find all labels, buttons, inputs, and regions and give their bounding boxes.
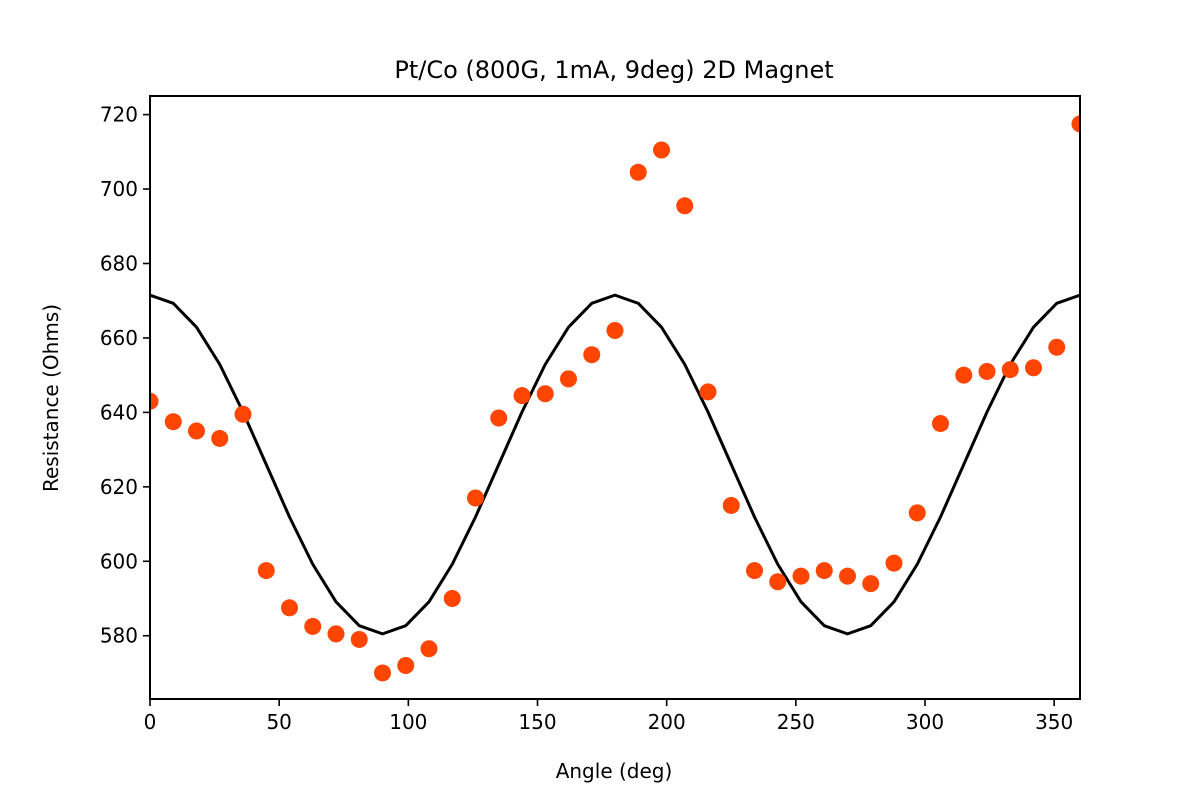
y-axis-label: Resistance (Ohms) xyxy=(39,304,63,492)
y-axis-ticks: 580 600 620 640 660 680 700 720 xyxy=(100,103,150,648)
chart-title: Pt/Co (800G, 1mA, 9deg) 2D Magnet xyxy=(394,56,833,84)
data-point xyxy=(606,322,624,339)
data-point xyxy=(513,387,531,405)
x-tick-label: 350 xyxy=(1035,710,1073,734)
data-point xyxy=(885,554,903,572)
y-tick-label: 640 xyxy=(100,400,138,424)
y-tick-label: 680 xyxy=(100,252,138,276)
x-tick-label: 100 xyxy=(389,710,427,734)
x-tick-label: 300 xyxy=(906,710,944,734)
data-point xyxy=(188,422,205,440)
y-tick-label: 580 xyxy=(100,624,138,648)
data-point xyxy=(467,489,484,507)
data-point xyxy=(211,429,229,447)
fit-line xyxy=(150,293,1080,636)
data-point xyxy=(281,599,298,617)
data-point xyxy=(769,573,787,591)
axes-frame xyxy=(149,95,1081,700)
y-tick-label: 600 xyxy=(100,549,138,573)
data-point xyxy=(374,664,391,682)
data-point xyxy=(839,567,856,585)
data-point xyxy=(1071,115,1080,133)
data-point xyxy=(327,625,345,643)
data-point xyxy=(350,630,368,648)
data-point xyxy=(629,163,647,181)
plot-area xyxy=(149,95,1081,700)
x-axis-label: Angle (deg) xyxy=(556,759,673,783)
x-tick-label: 250 xyxy=(777,710,815,734)
data-point xyxy=(443,590,461,607)
data-point xyxy=(932,415,949,433)
data-point xyxy=(1025,359,1042,377)
data-point xyxy=(257,562,275,580)
data-point xyxy=(583,346,601,364)
y-tick-label: 620 xyxy=(100,475,138,499)
data-point xyxy=(955,366,973,384)
x-tick-label: 150 xyxy=(518,710,556,734)
x-tick-label: 50 xyxy=(266,710,291,734)
data-point xyxy=(699,383,717,401)
series-layer xyxy=(150,115,1080,682)
x-tick-label: 200 xyxy=(648,710,686,734)
data-point xyxy=(536,385,554,403)
data-point xyxy=(676,197,694,215)
data-point xyxy=(420,640,438,658)
data-point xyxy=(722,496,740,514)
data-point xyxy=(304,617,322,635)
data-point xyxy=(978,362,996,380)
y-tick-label: 700 xyxy=(100,177,138,201)
data-point xyxy=(164,413,182,431)
data-point xyxy=(792,567,810,585)
y-tick-label: 660 xyxy=(100,326,138,350)
y-tick-label: 720 xyxy=(100,103,138,127)
data-point xyxy=(397,657,415,674)
data-point xyxy=(1048,338,1066,356)
data-point xyxy=(746,562,763,580)
data-point xyxy=(234,405,252,423)
data-point xyxy=(862,575,880,593)
x-tick-label: 0 xyxy=(144,710,157,734)
data-point xyxy=(490,409,508,427)
data-point xyxy=(1001,361,1019,379)
data-point xyxy=(150,392,159,410)
x-axis-ticks: 0 50 100 150 200 250 300 350 xyxy=(144,699,1073,734)
data-point xyxy=(653,141,670,159)
data-point xyxy=(908,504,926,522)
data-point xyxy=(815,562,833,580)
data-point xyxy=(560,370,577,388)
